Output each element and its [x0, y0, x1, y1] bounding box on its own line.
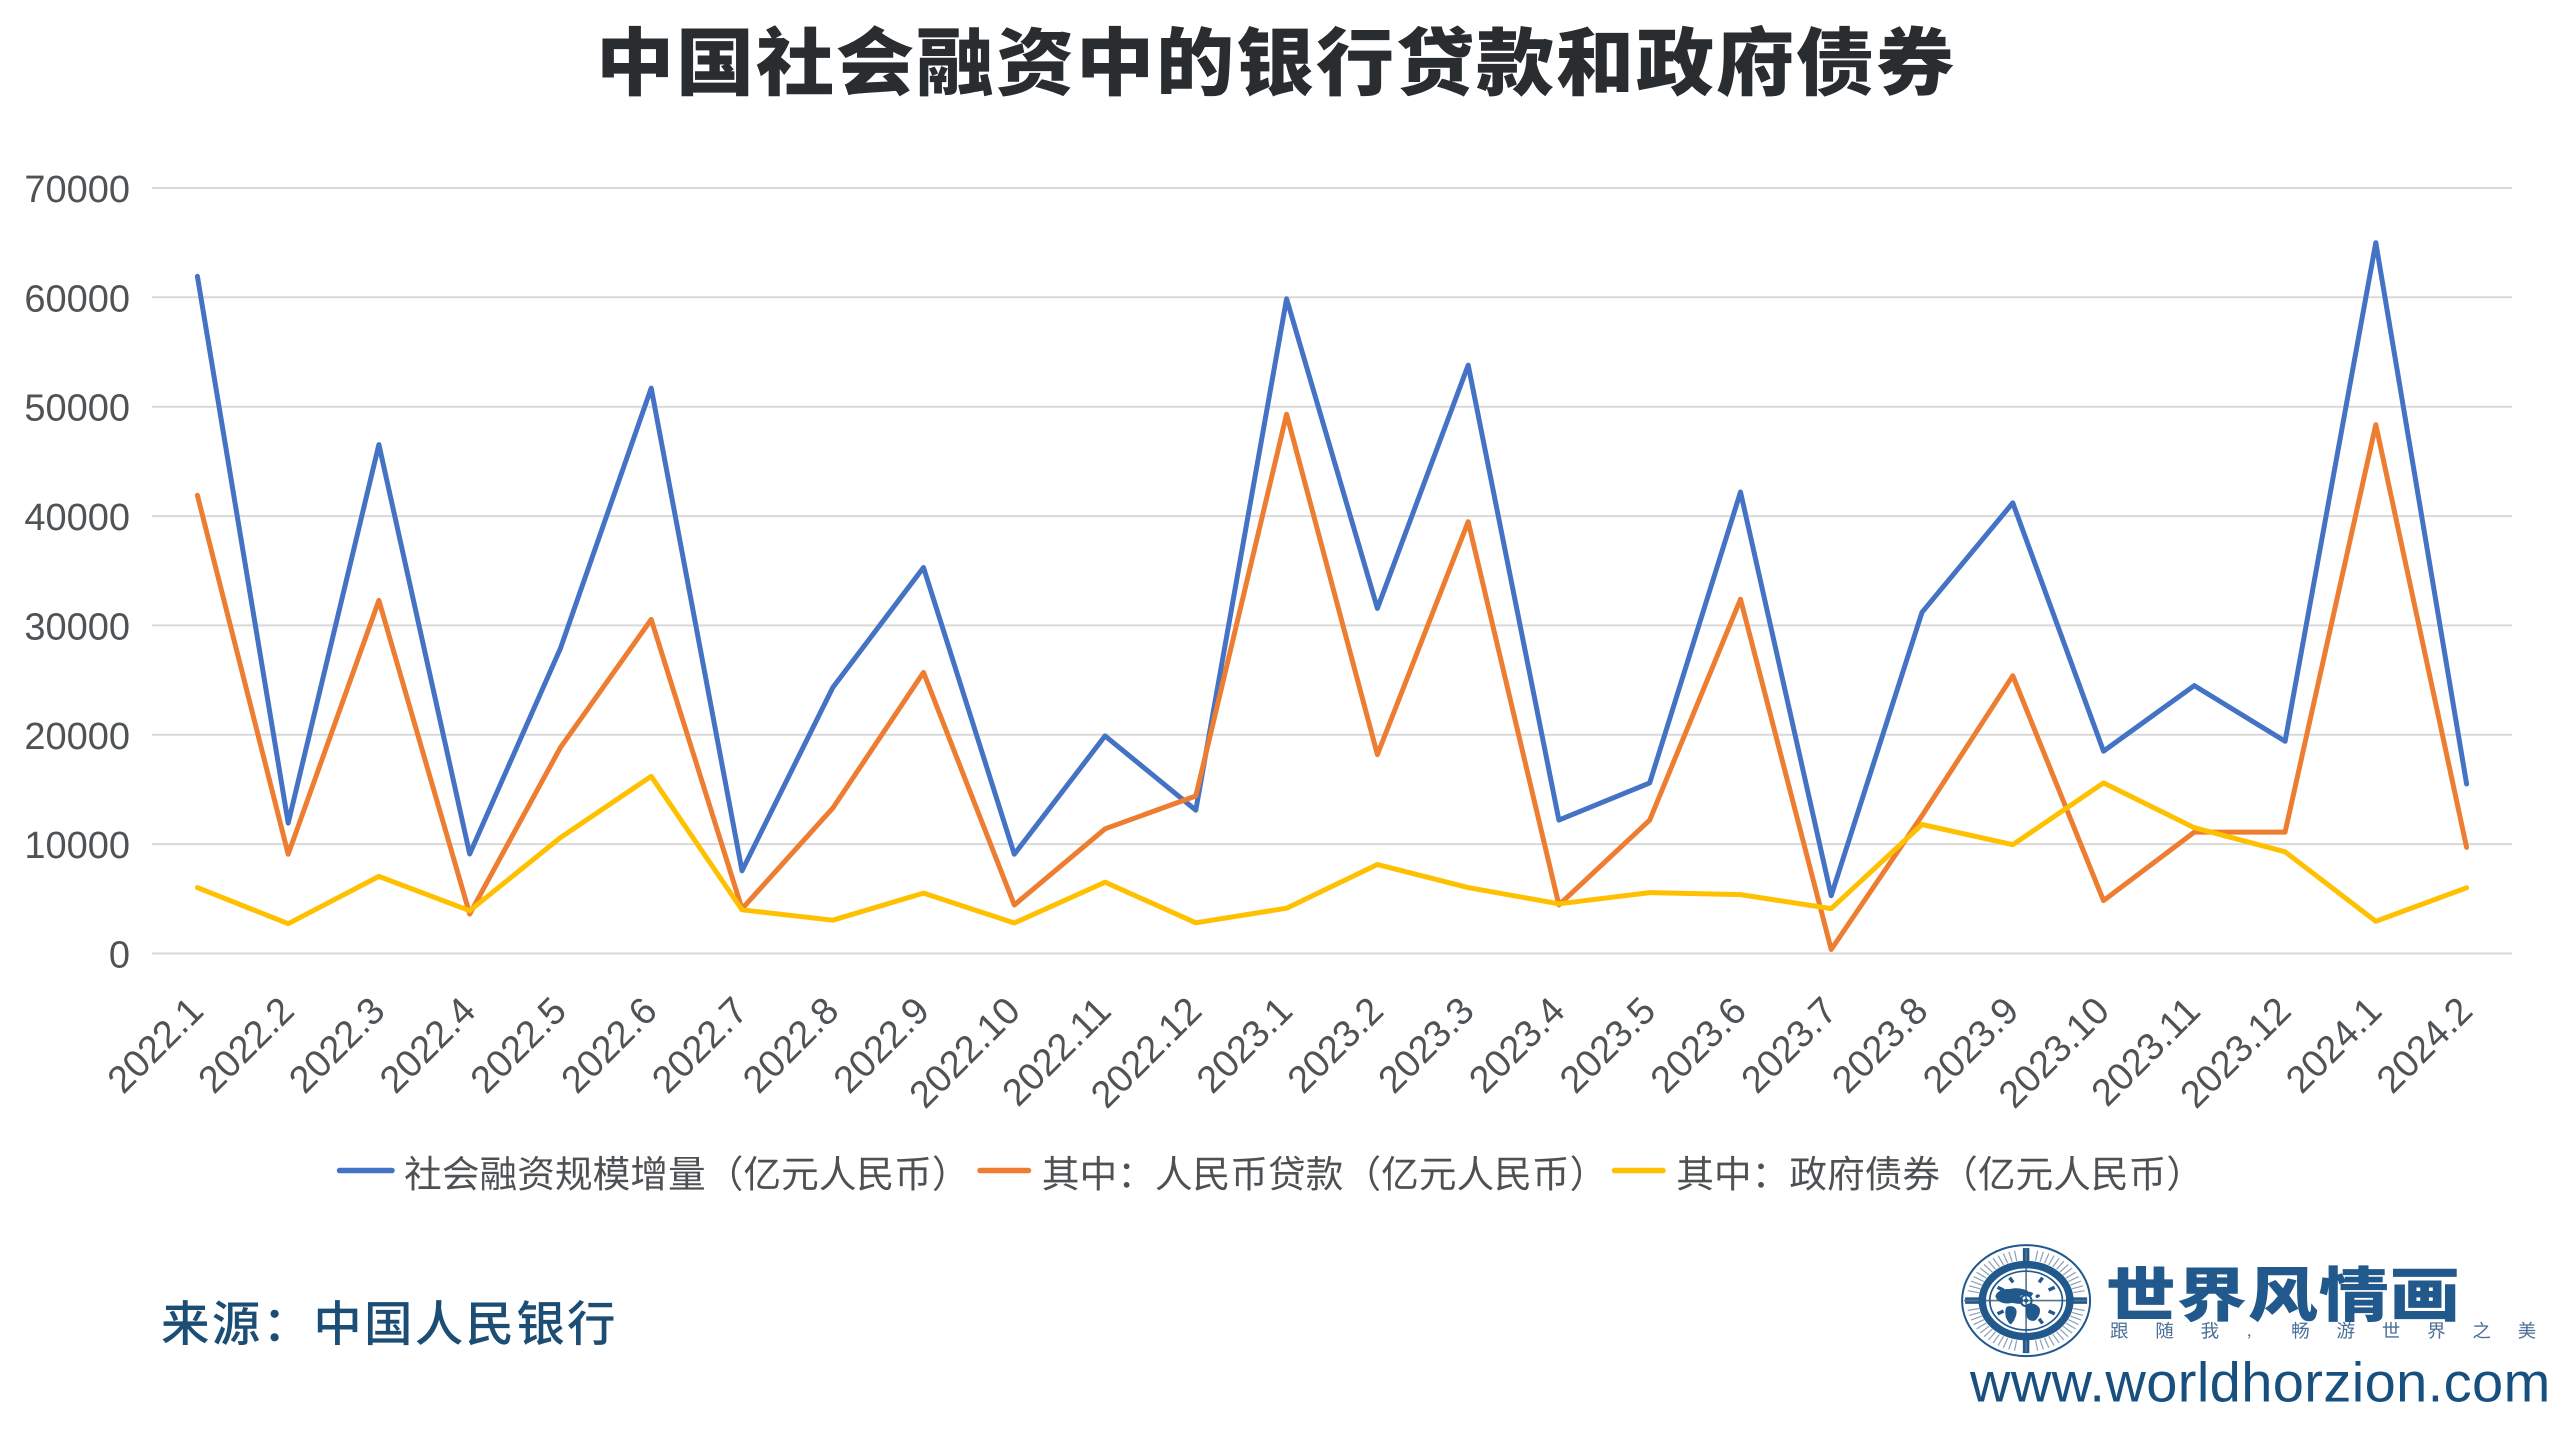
svg-text:2022.2: 2022.2: [191, 990, 303, 1102]
svg-text:60000: 60000: [24, 278, 130, 320]
svg-text:2024.1: 2024.1: [2278, 990, 2390, 1102]
svg-text:2022.1: 2022.1: [100, 990, 212, 1102]
svg-text:2023.2: 2023.2: [1280, 990, 1392, 1102]
svg-text:2023.4: 2023.4: [1461, 990, 1573, 1102]
svg-text:0: 0: [109, 935, 130, 977]
svg-text:www.worldhorzion.com: www.worldhorzion.com: [1969, 1351, 2551, 1414]
svg-text:2022.6: 2022.6: [554, 990, 666, 1102]
svg-text:2022.8: 2022.8: [735, 990, 847, 1102]
svg-text:2022.7: 2022.7: [644, 990, 756, 1102]
svg-text:70000: 70000: [24, 169, 130, 211]
svg-text:2023.1: 2023.1: [1189, 990, 1301, 1102]
svg-text:2022.3: 2022.3: [281, 990, 393, 1102]
svg-text:10000: 10000: [24, 825, 130, 867]
svg-text:20000: 20000: [24, 716, 130, 758]
svg-text:2023.7: 2023.7: [1734, 990, 1846, 1102]
svg-text:30000: 30000: [24, 606, 130, 648]
svg-text:2023.5: 2023.5: [1552, 990, 1664, 1102]
svg-text:2023.3: 2023.3: [1371, 990, 1483, 1102]
svg-text:2022.4: 2022.4: [372, 990, 484, 1102]
svg-text:2023.8: 2023.8: [1824, 990, 1936, 1102]
svg-text:50000: 50000: [24, 388, 130, 430]
svg-text:2022.5: 2022.5: [463, 990, 575, 1102]
svg-text:40000: 40000: [24, 497, 130, 539]
svg-text:2024.2: 2024.2: [2369, 990, 2481, 1102]
svg-text:2023.6: 2023.6: [1643, 990, 1755, 1102]
